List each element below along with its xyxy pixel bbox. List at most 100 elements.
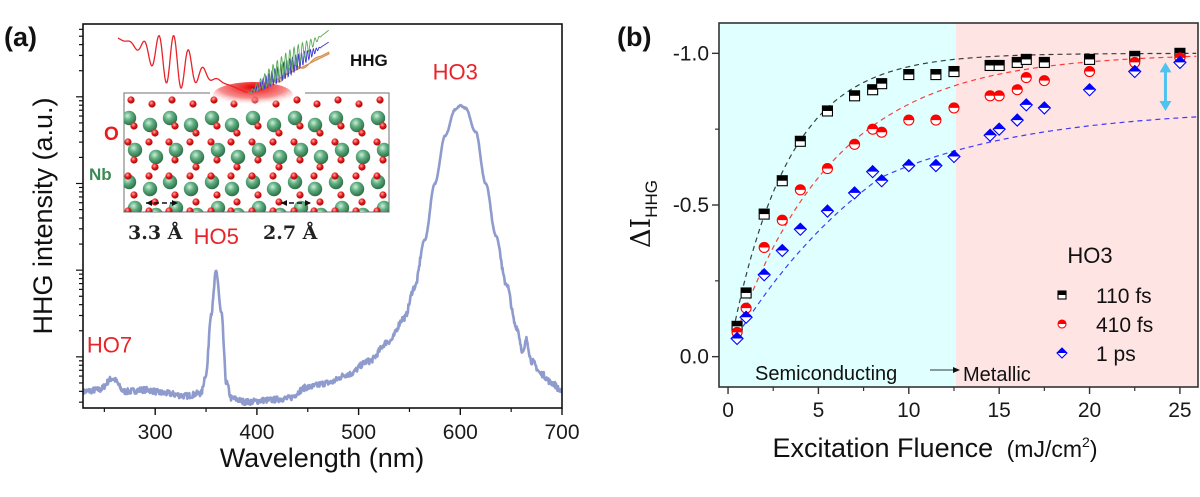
niobium-atom [273,207,287,212]
oxygen-atom [130,156,138,164]
oxygen-atom [151,129,159,137]
data-point-410fs-fill [1021,72,1032,78]
data-point-110fs-fill [867,84,878,90]
data-point-110fs-fill [1084,54,1095,60]
oxygen-atom [124,207,132,212]
niobium-atom [190,207,204,212]
data-point-1ps-fill [875,174,888,181]
data-point-110fs-fill [759,209,770,215]
niobium-atom [162,110,178,126]
niobium-atom [266,117,282,133]
panel-a-series [83,103,562,407]
panel-a: (a) 300 400 500 600 700 HHG O Nb 3.3 Å [4,22,580,473]
oxygen-atom [254,191,262,199]
oxygen-atom [186,138,194,146]
oxygen-atom [316,129,324,137]
niobium-atom [376,142,389,158]
panel-b-data-points [730,47,1187,346]
oxygen-atom [352,207,360,212]
panel-b-x-axis-title: Excitation Fluence (mJ/cm2) [773,433,1098,463]
oxygen-atom [213,156,221,164]
data-point-110fs-fill [732,321,743,327]
data-point-110fs-fill [930,69,941,75]
oxygen-atom [171,122,179,130]
oxygen-atom [130,122,138,130]
data-point-110fs-fill [1039,57,1050,63]
oxygen-atom [151,163,159,171]
niobium-atom [231,207,245,212]
niobium-atom [142,181,158,197]
data-point-110fs-fill [822,105,833,111]
oxygen-atom [296,156,304,164]
oxygen-atom [192,163,200,171]
oxygen-atom [310,207,318,212]
niobium-atom [334,142,350,158]
oxygen-atom [269,138,277,146]
niobium-atom [356,207,370,212]
legend: 110 fs 410 fs 1 ps [1056,285,1153,366]
oxygen-atom [248,138,256,146]
oxygen-atom [145,138,153,146]
panel-label-b: (b) [617,22,651,52]
data-point-1ps-fill [993,123,1006,130]
data-point-410fs-fill [1039,75,1050,81]
x-title-unit-close: ) [1090,436,1098,462]
niobium-atom [149,207,163,212]
niobium-atom [251,142,267,158]
data-point-1ps-fill [821,205,834,212]
oxygen-atom [334,96,342,104]
oxygen-atom [331,207,339,212]
x-tick-label: 10 [897,399,920,422]
fit-curve-410fs [732,55,1197,342]
oxygen-atom [355,100,363,108]
data-point-110fs-fill [741,287,752,293]
x-tick-label: 5 [813,399,825,422]
niobium-atom [313,149,329,165]
data-point-1ps-fill [984,129,997,136]
data-point-410fs-fill [732,327,743,333]
x-tick-label: 20 [1078,399,1101,422]
data-point-110fs-fill [777,175,788,181]
hhg-wave-blue [248,41,329,94]
x-tick-label: 0 [722,399,734,422]
oxygen-atom [269,172,277,180]
region-semiconducting [719,23,956,387]
y-title-main: ΔI [626,218,657,248]
niobium-atom [293,142,309,158]
x-tick-label: 500 [341,421,376,444]
data-point-410fs-fill [930,115,941,121]
data-point-1ps-fill [740,311,753,318]
data-point-410fs-fill [985,90,996,96]
data-point-1ps-fill [731,332,744,339]
oxygen-atom [248,172,256,180]
niobium-atom [272,149,288,165]
data-point-1ps-fill [848,186,861,193]
niobium-atom [314,207,328,212]
niobium-atom [251,200,267,212]
oxygen-atom [331,138,339,146]
data-point-110fs-fill [994,60,1005,66]
oxygen-atom [207,138,215,146]
panel-a-y-axis-title: HHG intensity (a.u.) [28,97,58,334]
niobium-atom [245,110,261,126]
oxygen-atom [358,163,366,171]
oxygen-atom [227,138,235,146]
data-point-1ps-fill [776,244,789,251]
legend-marker-1ps-fill [1057,348,1067,353]
niobium-atom [142,117,158,133]
oxygen-atom [373,207,381,212]
data-point-110fs-fill [849,90,860,96]
y-tick-label: -0.5 [673,194,709,217]
legend-marker-110fs-fill [1058,291,1066,295]
double-arrow-head-bottom [1159,100,1172,111]
niobium-atom [266,181,282,197]
data-point-110fs-fill [1174,48,1185,54]
niobium-atom [124,110,137,126]
oxygen-atom [373,172,381,180]
x-tick-label: 15 [987,399,1010,422]
data-point-1ps-fill [1038,101,1051,108]
oxygen-atom [233,198,241,206]
oxygen-atom [352,172,360,180]
oxygen-atom [331,172,339,180]
oxygen-atom [171,191,179,199]
